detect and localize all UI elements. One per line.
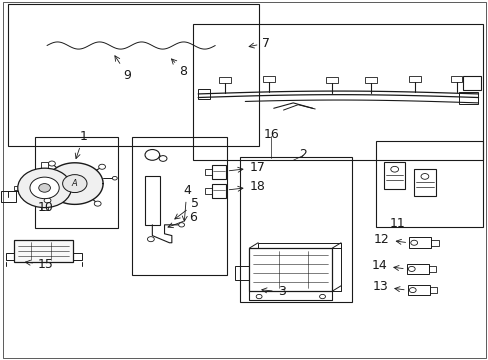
Circle shape: [420, 174, 428, 179]
Circle shape: [178, 223, 184, 227]
Bar: [211, 165, 226, 179]
Circle shape: [18, 168, 71, 208]
Bar: [145, 176, 159, 225]
Bar: [258, 243, 340, 248]
Text: 6: 6: [168, 211, 196, 228]
Bar: [14, 186, 26, 190]
Bar: [383, 162, 405, 189]
Bar: [263, 76, 274, 82]
Bar: [211, 184, 226, 198]
Text: 18: 18: [229, 180, 264, 193]
Bar: [67, 186, 80, 190]
Text: 11: 11: [388, 217, 404, 230]
Circle shape: [94, 201, 101, 206]
Circle shape: [30, 177, 59, 199]
Bar: [132, 137, 227, 275]
Bar: [41, 162, 48, 170]
Text: 7: 7: [248, 36, 270, 50]
Bar: [249, 248, 331, 291]
Bar: [239, 157, 351, 302]
Bar: [365, 77, 376, 83]
Text: 1: 1: [75, 130, 87, 158]
Bar: [219, 77, 230, 83]
Bar: [205, 188, 211, 194]
Bar: [41, 202, 48, 210]
Text: 4: 4: [182, 184, 190, 221]
Circle shape: [62, 175, 87, 193]
Bar: [413, 169, 435, 196]
Bar: [408, 237, 430, 248]
Bar: [407, 285, 429, 296]
Bar: [408, 76, 420, 82]
Bar: [450, 76, 462, 82]
Circle shape: [407, 266, 414, 271]
Bar: [198, 89, 210, 99]
Bar: [430, 240, 438, 246]
Text: 15: 15: [25, 258, 54, 271]
Bar: [193, 24, 483, 160]
Circle shape: [99, 164, 105, 169]
Bar: [0, 192, 16, 202]
Text: 12: 12: [373, 233, 405, 246]
Text: 10: 10: [38, 201, 54, 214]
Bar: [406, 264, 428, 274]
Bar: [428, 266, 435, 272]
Bar: [14, 240, 73, 262]
Circle shape: [319, 294, 325, 299]
Bar: [8, 4, 259, 146]
Text: 5: 5: [174, 197, 199, 219]
Text: 17: 17: [229, 161, 264, 174]
Circle shape: [390, 166, 398, 172]
Bar: [375, 140, 483, 226]
Circle shape: [48, 161, 55, 166]
Text: 8: 8: [171, 59, 187, 78]
Text: 16: 16: [263, 127, 279, 141]
Text: 14: 14: [371, 259, 402, 272]
Bar: [205, 169, 211, 175]
Text: 3: 3: [261, 285, 285, 298]
Bar: [458, 92, 477, 104]
Bar: [429, 287, 436, 293]
Bar: [326, 77, 337, 83]
Polygon shape: [46, 163, 103, 204]
Circle shape: [112, 176, 117, 180]
Circle shape: [410, 240, 417, 245]
Text: 13: 13: [372, 280, 403, 293]
Text: 2: 2: [299, 148, 306, 161]
Bar: [234, 266, 249, 280]
Text: A: A: [72, 179, 78, 188]
Bar: [73, 253, 81, 260]
Bar: [35, 137, 118, 228]
Circle shape: [159, 156, 166, 161]
Circle shape: [408, 288, 415, 293]
Circle shape: [44, 198, 51, 203]
Text: 9: 9: [115, 56, 131, 81]
Circle shape: [147, 237, 154, 242]
Bar: [462, 76, 480, 90]
Bar: [5, 253, 14, 260]
Circle shape: [256, 294, 262, 299]
Circle shape: [39, 184, 50, 192]
Circle shape: [145, 149, 159, 160]
